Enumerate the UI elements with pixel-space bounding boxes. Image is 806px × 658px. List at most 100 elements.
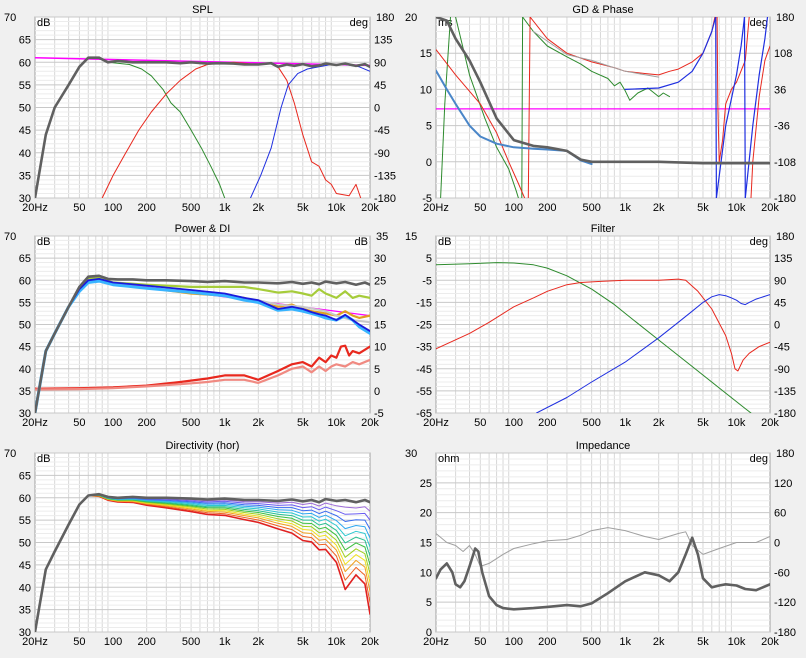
y-tick-label: 65 [19,470,31,482]
y-tick-label: -45 [416,364,432,376]
y-tick-label: 60 [19,493,31,505]
y2-tick-label: 135 [374,35,392,47]
y-tick-label: -15 [416,297,432,309]
y-tick-label: 50 [19,320,31,332]
x-tick-label: 20Hz [22,636,48,648]
x-tick-label: 10k [328,636,346,648]
series-line [35,358,370,391]
x-tick-label: 100 [104,636,122,648]
y2-tick-label: -5 [374,408,384,420]
y2-tick-label: 30 [374,253,386,265]
y2-tick-label: -180 [774,193,796,205]
x-tick-label: 5k [697,202,709,214]
grid [35,452,370,633]
y-tick-label: 10 [420,567,432,579]
y-tick-label: 15 [420,538,432,550]
x-tick-label: 500 [182,636,200,648]
y-tick-label: 65 [19,35,31,47]
x-tick-label: 10k [728,636,746,648]
y-tick-label: 50 [19,538,31,550]
x-tick-label: 200 [137,417,155,429]
y2-tick-label: -180 [374,193,396,205]
series-line [35,344,370,390]
series-line [436,17,770,165]
y2-tick-label: -90 [774,364,790,376]
y-tick-label: 50 [19,103,31,115]
y2-tick-label: 0 [774,538,780,550]
series-line [436,49,526,198]
y-tick-label: 55 [19,297,31,309]
series-line [624,17,717,90]
x-tick-label: 2k [653,636,665,648]
y2-tick-label: 36 [774,84,786,96]
y-tick-label: 65 [19,253,31,265]
series-line [527,17,531,198]
left-unit-label: dB [37,17,50,29]
series-line [522,17,670,101]
x-tick-label: 50 [73,202,85,214]
chart-title: Filter [591,223,616,235]
series-group [35,56,370,198]
series-line [744,17,769,198]
y2-tick-label: -45 [774,342,790,354]
y-tick-label: 30 [19,193,31,205]
x-tick-label: 10k [728,417,746,429]
y2-tick-label: 0 [374,103,380,115]
series-line [436,262,752,413]
y-tick-label: 0 [426,157,432,169]
y2-tick-label: 180 [776,12,794,24]
x-tick-label: 10k [728,202,746,214]
y2-tick-label: 0 [774,320,780,332]
series-line [35,56,370,198]
series-line [521,17,524,198]
x-tick-label: 50 [474,202,486,214]
grid [436,235,770,414]
x-tick-label: 5k [297,636,309,648]
x-tick-label: 1k [619,636,631,648]
y2-tick-label: 20 [374,297,386,309]
series-line [536,294,770,413]
y-tick-label: 30 [19,408,31,420]
series-line [715,17,746,198]
y-tick-label: 20 [420,508,432,520]
y2-tick-label: 60 [774,508,786,520]
y-tick-label: -5 [422,193,432,205]
x-tick-label: 100 [505,417,523,429]
x-tick-label: 20k [361,202,379,214]
y2-tick-label: 90 [374,57,386,69]
y-tick-label: 60 [19,275,31,287]
chart-title: SPL [192,4,213,16]
series-line [532,31,660,78]
y2-tick-label: -45 [374,125,390,137]
x-tick-label: 5k [297,202,309,214]
y2-tick-label: 5 [374,364,380,376]
y2-tick-label: 108 [774,48,792,60]
series-line [455,17,519,198]
y2-tick-label: 0 [374,386,380,398]
x-tick-label: 200 [538,202,556,214]
grid [436,16,770,199]
x-tick-label: 10k [328,202,346,214]
right-unit-label: dB [355,236,368,248]
x-tick-label: 200 [538,417,556,429]
y2-tick-label: -180 [774,408,796,420]
x-tick-label: 50 [474,417,486,429]
series-line [716,17,737,163]
series-line [529,17,716,76]
y-tick-label: 0 [426,627,432,639]
y-tick-label: 20 [405,12,417,24]
y2-tick-label: 15 [374,320,386,332]
x-tick-label: 500 [582,636,600,648]
y-tick-label: -25 [416,320,432,332]
y2-tick-label: 180 [776,448,794,460]
x-tick-label: 20Hz [22,202,48,214]
x-tick-label: 10k [328,417,346,429]
y-tick-label: 40 [19,582,31,594]
series-line [750,45,770,198]
y-tick-label: -35 [416,342,432,354]
series-line [436,536,770,611]
x-tick-label: 5k [697,417,709,429]
y-tick-label: 40 [19,148,31,160]
left-unit-label: ohm [438,453,459,465]
